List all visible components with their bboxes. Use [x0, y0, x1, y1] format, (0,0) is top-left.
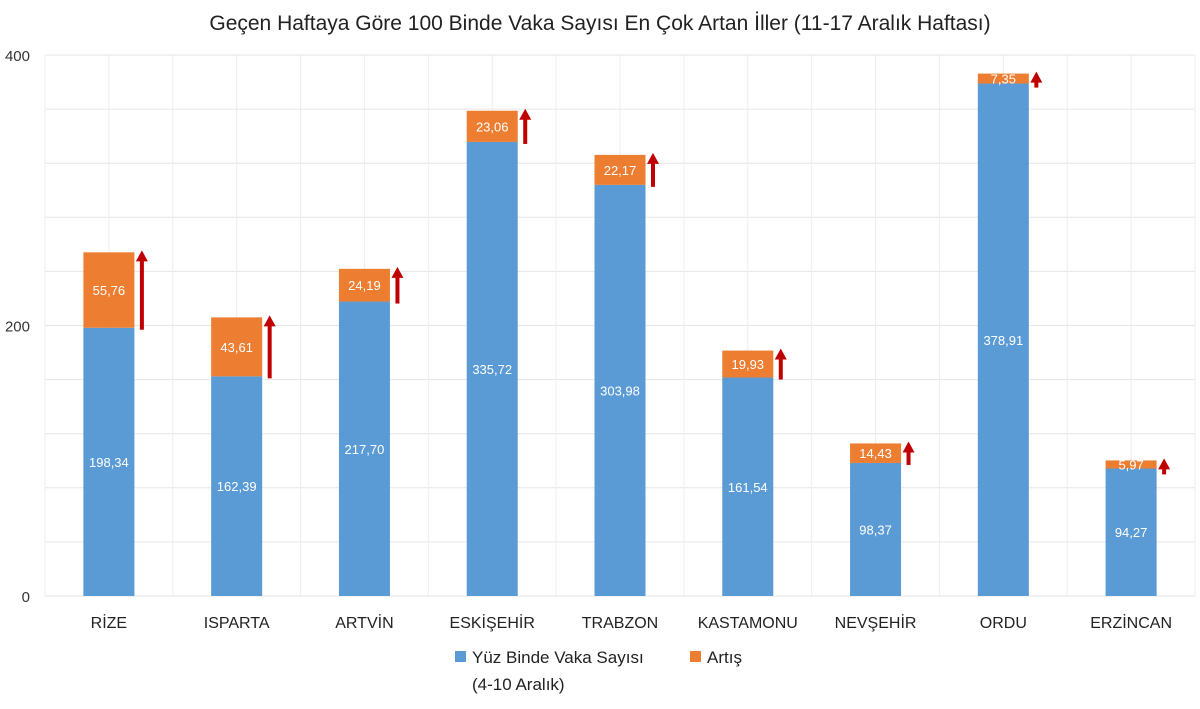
arrow-shaft [778, 357, 783, 380]
bar-increase [211, 317, 263, 377]
bar-base [83, 327, 135, 596]
up-arrow-icon [263, 315, 276, 379]
y-tick-label: 400 [5, 48, 30, 65]
bar-increase [83, 252, 135, 328]
data-label-increase: 22,17 [604, 163, 637, 178]
arrow-shaft [651, 161, 655, 187]
bar-base [338, 301, 390, 596]
arrow-shaft [1162, 467, 1167, 475]
legend-label-base: Yüz Binde Vaka Sayısı [472, 648, 644, 667]
bar-base [466, 141, 518, 596]
up-arrow-icon [902, 441, 915, 465]
bar-base [850, 462, 902, 596]
legend-swatch-base [455, 651, 466, 662]
arrow-head [135, 250, 148, 262]
arrow-head [902, 441, 915, 453]
arrow-shaft [267, 324, 272, 379]
up-arrow-icon [519, 108, 532, 144]
data-label-base: 303,98 [600, 383, 640, 398]
bar-base [594, 184, 646, 596]
y-axis: 0 200 400 [5, 48, 30, 606]
x-category-label: ESKİŞEHİR [450, 613, 535, 632]
data-label-base: 335,72 [472, 362, 512, 377]
arrow-shaft [139, 259, 144, 330]
legend: Yüz Binde Vaka Sayısı (4-10 Aralık) Artış [455, 648, 742, 694]
data-label-increase: 7,35 [991, 72, 1016, 87]
bar-base [722, 377, 774, 596]
arrow-head [391, 266, 404, 278]
x-category-label: ARTVİN [335, 613, 393, 632]
bar-increase [338, 268, 390, 302]
x-category-label: RİZE [91, 613, 127, 632]
data-label-base: 98,37 [859, 522, 892, 537]
data-label-base: 217,70 [345, 442, 385, 457]
data-label-increase: 14,43 [859, 446, 892, 461]
data-label-base: 161,54 [728, 480, 768, 495]
x-category-label: ORDU [980, 615, 1027, 632]
data-label-increase: 19,93 [732, 357, 765, 372]
up-arrow-icon [774, 348, 787, 380]
arrow-shaft [906, 450, 911, 465]
data-label-increase: 55,76 [93, 283, 126, 298]
x-category-label: KASTAMONU [698, 615, 798, 632]
data-label-base: 378,91 [983, 333, 1023, 348]
bar-increase [594, 154, 646, 185]
up-arrow-icon [1030, 71, 1043, 88]
x-category-label: ERZİNCAN [1090, 613, 1172, 632]
arrow-shaft [523, 117, 528, 144]
bar-increase [977, 73, 1029, 84]
bar-base [1105, 468, 1157, 596]
data-label-increase: 24,19 [348, 278, 381, 293]
bars: 198,34 55,76 162,39 43,61 217,70 24,19 335,72 2… [83, 71, 1171, 596]
legend-label-increase: Artış [707, 648, 742, 667]
arrow-shaft [395, 275, 400, 304]
data-label-base: 162,39 [217, 479, 257, 494]
data-label-base: 198,34 [89, 455, 129, 470]
legend-swatch-increase [690, 651, 701, 662]
data-label-base: 94,27 [1115, 525, 1148, 540]
up-arrow-icon [1158, 458, 1171, 475]
up-arrow-icon [647, 152, 659, 187]
arrow-head [774, 348, 787, 360]
bar-increase [466, 110, 518, 142]
arrow-head [519, 108, 532, 120]
bar-increase [722, 350, 774, 378]
y-tick-label: 200 [5, 319, 30, 336]
data-label-increase: 23,06 [476, 119, 509, 134]
x-category-label: ISPARTA [204, 615, 270, 632]
bar-increase [1105, 460, 1157, 469]
x-axis: RİZE ISPARTA ARTVİN ESKİŞEHİR TRABZON KASTAMO… [91, 613, 1172, 632]
x-category-label: NEVŞEHİR [835, 613, 917, 632]
data-label-increase: 43,61 [220, 340, 253, 355]
chart-title: Geçen Haftaya Göre 100 Binde Vaka Sayısı… [209, 12, 990, 35]
up-arrow-icon [391, 266, 404, 304]
data-label-increase: 5,97 [1118, 457, 1143, 472]
bar-base [977, 83, 1029, 596]
arrow-head [1030, 71, 1043, 83]
bar-base [211, 376, 263, 596]
arrow-head [263, 315, 276, 327]
x-category-label: TRABZON [582, 615, 658, 632]
arrow-head [647, 152, 659, 164]
bar-increase [850, 443, 902, 463]
legend-label-base-line2: (4-10 Aralık) [472, 675, 565, 694]
up-arrow-icon [135, 250, 148, 330]
y-tick-label: 0 [22, 589, 30, 606]
arrow-shaft [1034, 80, 1039, 88]
arrow-head [1158, 458, 1171, 470]
